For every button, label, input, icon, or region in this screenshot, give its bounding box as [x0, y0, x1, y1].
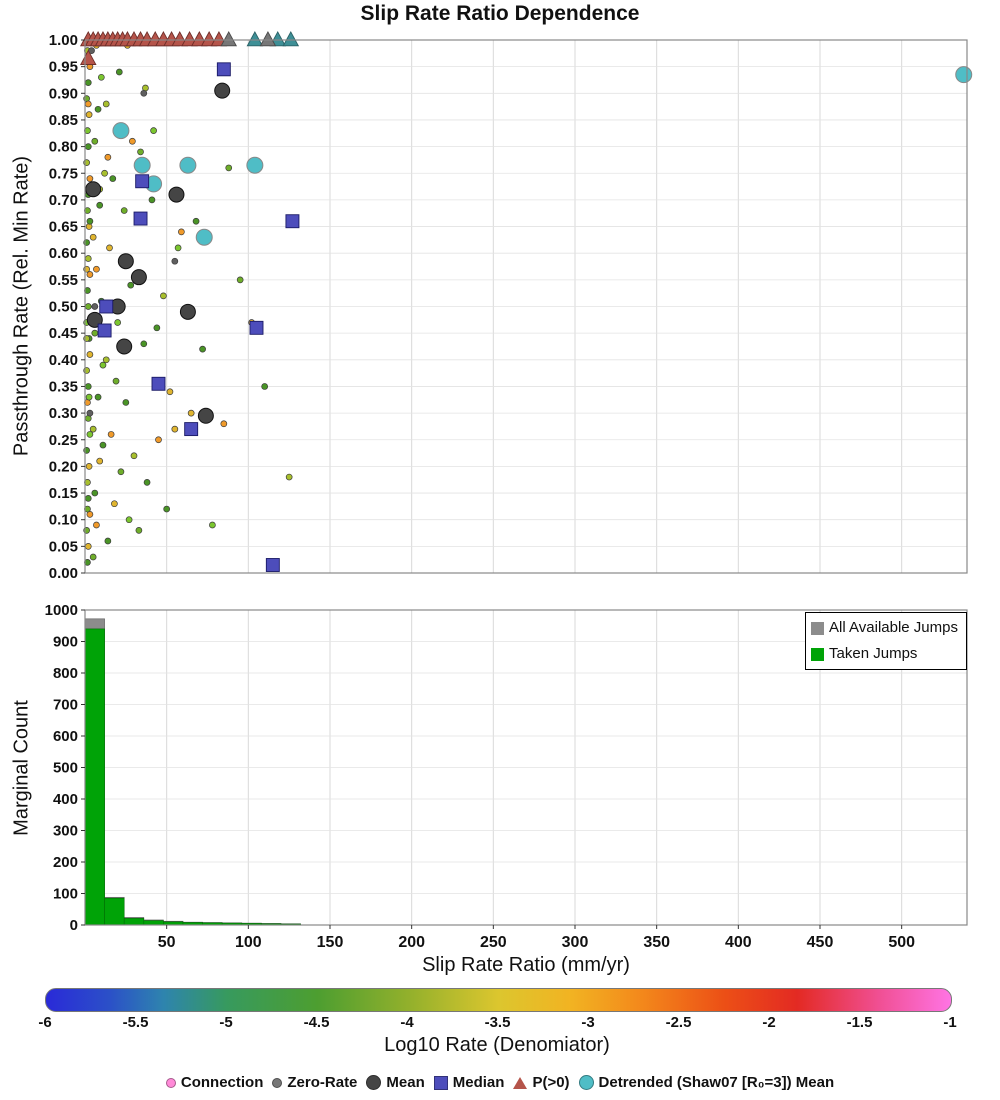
marker-legend-item: P(>0): [513, 1074, 570, 1091]
svg-text:0.45: 0.45: [49, 325, 78, 342]
svg-text:0.35: 0.35: [49, 378, 78, 395]
svg-text:0.65: 0.65: [49, 219, 78, 236]
svg-text:0.55: 0.55: [49, 272, 78, 289]
legend-item-all-jumps: All Available Jumps: [811, 615, 958, 641]
marker-legend-item: Detrended (Shaw07 [R₀=3]) Mean: [578, 1074, 835, 1091]
svg-text:0.05: 0.05: [49, 538, 78, 555]
svg-text:300: 300: [53, 823, 78, 840]
svg-text:0.60: 0.60: [49, 245, 78, 262]
legend-item-taken-jumps: Taken Jumps: [811, 641, 958, 667]
colorbar-tick: -3.5: [484, 1014, 511, 1031]
small-points: [83, 39, 293, 566]
svg-text:400: 400: [725, 934, 752, 951]
circle-marker-icon: [578, 1075, 594, 1090]
colorbar-label: Log10 Rate (Denomiator): [384, 1034, 610, 1056]
all-jumps-swatch-icon: [811, 621, 825, 635]
marker-legend-label: Connection: [180, 1074, 264, 1091]
mean-points: [85, 82, 231, 424]
svg-text:150: 150: [317, 934, 344, 951]
marker-legend: Connection Zero-Rate Mean Median P(>0) Detren…: [0, 1074, 1000, 1091]
svg-text:0.20: 0.20: [49, 458, 78, 475]
svg-text:50: 50: [158, 934, 176, 951]
taken-jumps-label: Taken Jumps: [829, 645, 918, 662]
hist-bars-all: [84, 618, 301, 926]
colorbar-tick: -4: [400, 1014, 414, 1031]
svg-text:300: 300: [562, 934, 589, 951]
detrended-points: [112, 66, 973, 246]
scatter-y-axis-label: Passthrough Rate (Rel. Min Rate): [10, 155, 33, 457]
colorbar-tick: -6: [38, 1014, 52, 1031]
svg-text:1.00: 1.00: [49, 32, 78, 49]
colorbar-tick: -2.5: [665, 1014, 692, 1031]
svg-text:450: 450: [807, 934, 834, 951]
marker-legend-label: P(>0): [532, 1074, 570, 1091]
colorbar: [45, 988, 952, 1012]
svg-text:0.90: 0.90: [49, 85, 78, 102]
colorbar-tick: -5.5: [122, 1014, 149, 1031]
svg-text:900: 900: [53, 634, 78, 651]
svg-text:0.70: 0.70: [49, 192, 78, 209]
colorbar-tick: -2: [762, 1014, 776, 1031]
marker-legend-item: Zero-Rate: [272, 1074, 357, 1091]
svg-text:250: 250: [480, 934, 507, 951]
dot-marker-icon: [165, 1077, 176, 1088]
all-jumps-label: All Available Jumps: [829, 619, 958, 636]
histogram-legend: All Available Jumps Taken Jumps: [805, 612, 967, 670]
colorbar-tick: -3: [581, 1014, 595, 1031]
svg-text:500: 500: [53, 760, 78, 777]
svg-text:0.40: 0.40: [49, 352, 78, 369]
marker-legend-label: Median: [452, 1074, 505, 1091]
svg-text:0.30: 0.30: [49, 405, 78, 422]
axis-ticks: 0.00 0.05 0.10 0.15 0.20 0.25 0.30 0.35 0.40 0.45…: [45, 32, 915, 951]
histogram-y-axis-label: Marginal Count: [10, 700, 33, 836]
marker-legend-label: Mean: [386, 1074, 425, 1091]
median-points: [97, 62, 300, 572]
grid-lines: [85, 39, 967, 926]
panel-borders: [84, 39, 968, 926]
marker-legend-item: Median: [433, 1074, 505, 1091]
marker-legend-item: Connection: [165, 1074, 264, 1091]
svg-text:0.75: 0.75: [49, 165, 78, 182]
marker-legend-item: Mean: [366, 1074, 425, 1091]
svg-text:0.10: 0.10: [49, 512, 78, 529]
svg-text:1000: 1000: [45, 602, 78, 619]
svg-text:400: 400: [53, 791, 78, 808]
taken-jumps-swatch-icon: [811, 647, 825, 661]
svg-text:800: 800: [53, 665, 78, 682]
svg-text:200: 200: [398, 934, 425, 951]
svg-text:0.85: 0.85: [49, 112, 78, 129]
colorbar-tick: -1.5: [846, 1014, 873, 1031]
svg-text:200: 200: [53, 854, 78, 871]
p0-triangles: [79, 30, 300, 65]
svg-text:600: 600: [53, 728, 78, 745]
svg-text:700: 700: [53, 697, 78, 714]
svg-text:0.15: 0.15: [49, 485, 78, 502]
marker-legend-label: Zero-Rate: [287, 1074, 358, 1091]
svg-text:350: 350: [643, 934, 670, 951]
svg-text:100: 100: [235, 934, 262, 951]
svg-text:0: 0: [70, 917, 78, 934]
svg-text:500: 500: [888, 934, 915, 951]
dot-marker-icon: [272, 1077, 283, 1088]
svg-text:0.25: 0.25: [49, 432, 78, 449]
svg-text:0.50: 0.50: [49, 299, 78, 316]
square-marker-icon: [433, 1075, 448, 1090]
svg-text:100: 100: [53, 886, 78, 903]
colorbar-tick: -1: [943, 1014, 957, 1031]
circle-marker-icon: [366, 1075, 382, 1090]
figure-title: Slip Rate Ratio Dependence: [360, 2, 640, 25]
colorbar-tick: -4.5: [303, 1014, 330, 1031]
marker-legend-label: Detrended (Shaw07 [R₀=3]) Mean: [598, 1074, 835, 1091]
triangle-marker-icon: [513, 1076, 528, 1089]
x-axis-label: Slip Rate Ratio (mm/yr): [422, 954, 630, 976]
colorbar-tick: -5: [219, 1014, 233, 1031]
hist-bars-taken: [84, 628, 301, 926]
svg-text:0.80: 0.80: [49, 139, 78, 156]
svg-text:0.95: 0.95: [49, 59, 78, 76]
svg-text:0.00: 0.00: [49, 565, 78, 582]
